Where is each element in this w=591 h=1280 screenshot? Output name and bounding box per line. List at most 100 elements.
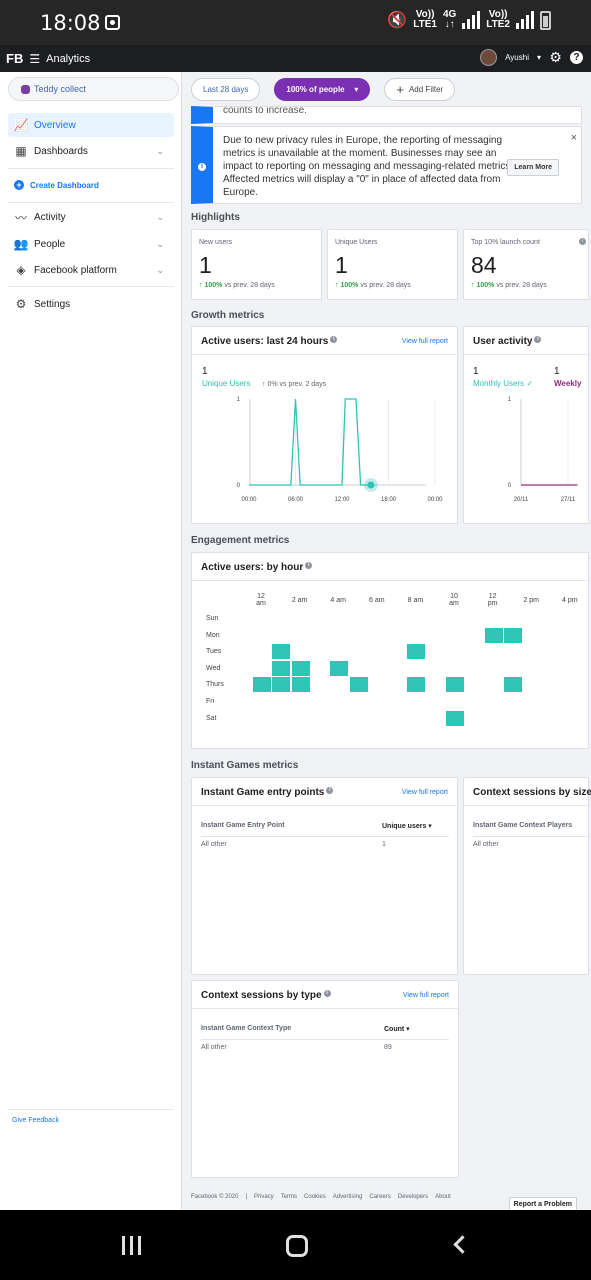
view-full-report-link[interactable]: View full report — [401, 338, 448, 345]
report-problem-button[interactable]: Report a Problem — [508, 1197, 577, 1210]
give-feedback-link[interactable]: Give Feedback — [12, 1117, 60, 1124]
heatmap-hour-label: 10 am — [449, 593, 459, 607]
table-cell: 1 — [382, 841, 386, 848]
sidebar-item-facebook-platform[interactable]: ◈ Facebook platform ⌄ — [8, 258, 174, 282]
heatmap-cell[interactable] — [330, 660, 349, 676]
heatmap-day-label: Sun — [206, 615, 219, 622]
heatmap-cell[interactable] — [503, 677, 522, 693]
footer-link[interactable]: Privacy — [254, 1194, 274, 1200]
heatmap-cell[interactable] — [291, 660, 310, 676]
gear-icon: ⚙ — [15, 297, 27, 311]
filter-bar: Last 28 days 100% of people ▾ + Add Filt… — [183, 72, 591, 106]
legend-monthly-users[interactable]: Monthly Users ✓ — [473, 379, 534, 388]
active-users-card: Active users: last 24 hours i View full r… — [191, 326, 458, 524]
info-icon[interactable]: i — [579, 238, 586, 245]
section-title-highlights: Highlights — [191, 212, 240, 223]
menu-icon[interactable]: ☰ — [29, 51, 41, 66]
x-tick-label: 00:00 — [241, 497, 257, 503]
heatmap-cell[interactable] — [272, 644, 291, 660]
heatmap-cell[interactable] — [291, 677, 310, 693]
footer-link[interactable]: Terms — [280, 1194, 298, 1200]
view-full-report-link[interactable]: View full report — [402, 992, 449, 999]
divider — [8, 202, 174, 203]
legend-unique-users[interactable]: Unique Users — [202, 379, 251, 388]
heatmap-cell[interactable] — [407, 677, 426, 693]
recent-apps-icon[interactable] — [122, 1236, 141, 1255]
heatmap-cell[interactable] — [446, 710, 464, 726]
sort-column-header[interactable]: Count ▾ — [384, 1026, 410, 1033]
footer-link[interactable]: Advertising — [332, 1194, 363, 1200]
highlight-card-unique-users[interactable]: Unique Users 1 ↑ 100% vs prev. 28 days — [327, 229, 458, 300]
caret-down-icon[interactable]: ▾ — [536, 53, 541, 62]
user-activity-line-chart: 20/11 27/11 0 1 — [508, 397, 578, 503]
close-icon[interactable]: × — [570, 132, 577, 144]
sidebar-item-overview[interactable]: 📈 Overview — [8, 113, 174, 137]
heatmap-day-label: Mon — [206, 631, 220, 639]
fb-logo[interactable]: FB — [6, 51, 24, 66]
sidebar-item-settings[interactable]: ⚙ Settings — [15, 297, 71, 311]
nav-right: Ayushi ▾ ⚙ ? — [480, 49, 583, 66]
table-cell: All other — [473, 841, 499, 848]
android-nav-bar — [0, 1210, 591, 1280]
sidebar-item-people[interactable]: 👥 People ⌄ — [13, 237, 164, 251]
back-icon[interactable] — [453, 1235, 472, 1254]
highlight-card-top-launch[interactable]: Top 10% launch count i 84 ↑ 100% vs prev… — [463, 229, 589, 300]
gear-icon[interactable]: ⚙ — [549, 49, 562, 65]
chevron-down-icon: ⌄ — [156, 238, 164, 249]
view-full-report-link[interactable]: View full report — [401, 789, 448, 796]
heatmap-cell[interactable] — [349, 677, 368, 693]
heatmap-hour-label: 4 am — [330, 597, 346, 604]
people-filter[interactable]: 100% of people ▾ — [274, 77, 371, 101]
date-range-filter[interactable]: Last 28 days — [191, 77, 261, 101]
footer-link[interactable]: Developers — [397, 1194, 429, 1200]
heatmap-cell[interactable] — [253, 677, 271, 693]
legend-weekly-users[interactable]: Weekly — [554, 379, 582, 388]
heatmap-cell[interactable] — [446, 677, 464, 693]
network-type: 4G ↓↑ — [442, 9, 457, 30]
chart-line-icon: 📈 — [13, 118, 29, 132]
help-icon[interactable]: ? — [570, 51, 583, 64]
heatmap-hour-label: 2 pm — [523, 597, 539, 604]
y-tick-label: 1 — [237, 397, 241, 403]
home-icon[interactable] — [286, 1235, 308, 1257]
heatmap-cell[interactable] — [484, 627, 503, 643]
screenshot-icon — [105, 15, 120, 30]
column-header: Instant Game Context Type — [201, 1025, 292, 1032]
footer-link[interactable]: Cookies — [304, 1194, 326, 1200]
footer-link[interactable]: Careers — [369, 1194, 391, 1200]
entry-points-card: Instant Game entry points i View full rep… — [191, 777, 458, 975]
card-title: Context sessions by type i — [201, 990, 331, 1001]
learn-more-button[interactable]: Learn More — [507, 159, 559, 176]
notice-text: Due to new privacy rules in Europe, the … — [223, 135, 514, 198]
column-header: Instant Game Entry Point — [201, 822, 285, 829]
add-filter-button[interactable]: + Add Filter — [384, 77, 456, 101]
table-cell: All other — [201, 841, 227, 848]
sidebar-item-dashboards[interactable]: ▦ Dashboards ⌄ — [15, 144, 164, 158]
caret-down-icon: ▾ — [354, 84, 359, 94]
footer-link[interactable]: About — [435, 1194, 451, 1200]
highlight-card-new-users[interactable]: New users 1 ↑ 100% vs prev. 28 days — [191, 229, 322, 300]
section-title-instant-games: Instant Games metrics — [191, 760, 299, 771]
divider — [8, 286, 174, 287]
footer: Facebook © 2020 | Privacy Terms Cookies Adver… — [191, 1194, 451, 1200]
heatmap-cell[interactable] — [503, 627, 522, 643]
create-dashboard-link[interactable]: + Create Dashboard — [8, 173, 174, 197]
heatmap-cell[interactable] — [407, 644, 426, 660]
app-selector[interactable]: Teddy collect — [8, 77, 179, 101]
user-name[interactable]: Ayushi — [505, 53, 529, 62]
sidebar-item-activity[interactable]: 〰 Activity ⌄ — [14, 210, 164, 225]
heatmap-cell[interactable] — [272, 677, 291, 693]
heatmap-cell[interactable] — [272, 660, 291, 676]
avatar[interactable] — [480, 49, 498, 66]
card-title: Active users: last 24 hours i — [201, 336, 338, 347]
chevron-down-icon: ⌄ — [156, 264, 164, 275]
heatmap-day-label: Sat — [206, 714, 217, 722]
privacy-notice: i Due to new privacy rules in Europe, th… — [191, 126, 582, 204]
heatmap-hour-label: 4 pm — [562, 597, 578, 604]
sort-column-header[interactable]: Unique users ▾ — [382, 823, 432, 830]
heatmap-hour-label: 6 am — [369, 597, 385, 604]
x-tick-label: 18:00 — [381, 497, 397, 503]
main-content: counts to increase. Last 28 days 100% of… — [183, 72, 591, 1210]
x-tick-label: 20/11 — [514, 497, 529, 503]
heatmap-day-label: Wed — [206, 664, 221, 672]
